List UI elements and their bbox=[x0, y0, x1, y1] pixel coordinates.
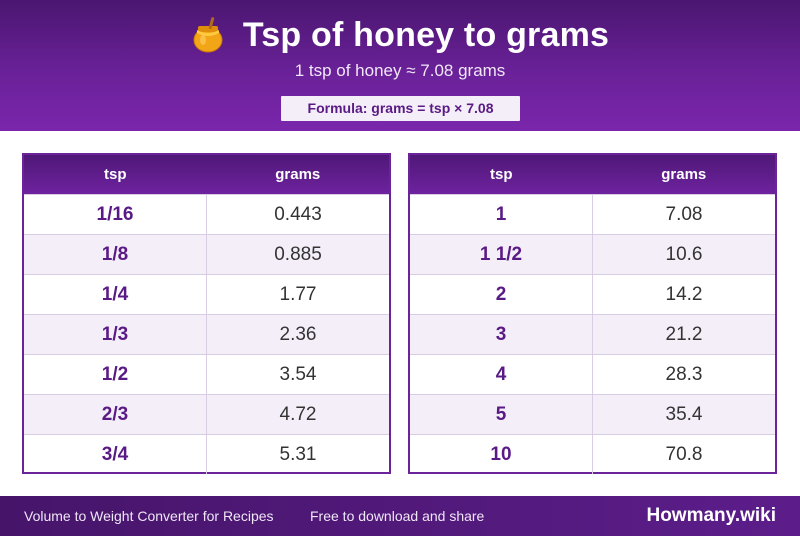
tsp-cell: 3/4 bbox=[24, 435, 207, 474]
table-row: 3 21.2 bbox=[410, 314, 775, 354]
tsp-cell: 4 bbox=[410, 355, 593, 394]
grams-cell: 70.8 bbox=[665, 443, 703, 465]
formula-badge: Formula: grams = tsp × 7.08 bbox=[281, 96, 520, 121]
tsp-cell: 1 1/2 bbox=[410, 235, 593, 274]
grams-cell: 0.885 bbox=[274, 243, 322, 265]
tsp-cell: 1/3 bbox=[24, 315, 207, 354]
table-row: 1 1/2 10.6 bbox=[410, 234, 775, 274]
grams-cell: 28.3 bbox=[665, 363, 703, 385]
table-header: tsp grams bbox=[24, 155, 389, 194]
tsp-cell: 1/2 bbox=[24, 355, 207, 394]
grams-cell: 7.08 bbox=[665, 203, 703, 225]
grams-cell: 14.2 bbox=[665, 283, 703, 305]
grams-cell: 10.6 bbox=[665, 243, 703, 265]
table-row: 10 70.8 bbox=[410, 434, 775, 474]
table-header: tsp grams bbox=[410, 155, 775, 194]
footer-brand-link[interactable]: Howmany.wiki bbox=[646, 505, 776, 526]
tsp-cell: 2/3 bbox=[24, 395, 207, 434]
table-row: 1 7.08 bbox=[410, 194, 775, 234]
table-row: 1/2 3.54 bbox=[24, 354, 389, 394]
tsp-cell: 1 bbox=[410, 195, 593, 234]
column-header-tsp: tsp bbox=[104, 166, 127, 183]
tsp-cell: 1/16 bbox=[24, 195, 207, 234]
column-header-grams: grams bbox=[275, 166, 321, 183]
table-row: 4 28.3 bbox=[410, 354, 775, 394]
title-row: Tsp of honey to grams bbox=[0, 14, 800, 56]
tsp-cell: 2 bbox=[410, 275, 593, 314]
page-title: Tsp of honey to grams bbox=[242, 15, 610, 54]
grams-cell: 5.31 bbox=[279, 443, 317, 465]
tsp-cell: 1/4 bbox=[24, 275, 207, 314]
table-row: 2/3 4.72 bbox=[24, 394, 389, 434]
tsp-cell: 10 bbox=[410, 435, 593, 474]
grams-cell: 1.77 bbox=[279, 283, 317, 305]
grams-cell: 4.72 bbox=[279, 403, 317, 425]
table-row: 1/4 1.77 bbox=[24, 274, 389, 314]
footer-description: Volume to Weight Converter for Recipes bbox=[24, 508, 274, 524]
grams-cell: 0.443 bbox=[274, 203, 322, 225]
grams-cell: 21.2 bbox=[665, 323, 703, 345]
honey-pot-icon bbox=[191, 16, 225, 54]
grams-cell: 2.36 bbox=[279, 323, 317, 345]
column-header-tsp: tsp bbox=[490, 166, 513, 183]
footer: Volume to Weight Converter for Recipes F… bbox=[0, 496, 800, 536]
grams-cell: 35.4 bbox=[665, 403, 703, 425]
table-row: 1/8 0.885 bbox=[24, 234, 389, 274]
header: Tsp of honey to grams 1 tsp of honey ≈ 7… bbox=[0, 0, 800, 131]
table-row: 1/3 2.36 bbox=[24, 314, 389, 354]
tsp-cell: 3 bbox=[410, 315, 593, 354]
table-row: 5 35.4 bbox=[410, 394, 775, 434]
footer-share-note: Free to download and share bbox=[310, 508, 485, 524]
table-row: 1/16 0.443 bbox=[24, 194, 389, 234]
conversion-table-left: tsp grams 1/16 0.443 1/8 0.885 1/4 1.77 … bbox=[22, 153, 391, 474]
table-row: 2 14.2 bbox=[410, 274, 775, 314]
tsp-cell: 1/8 bbox=[24, 235, 207, 274]
tsp-cell: 5 bbox=[410, 395, 593, 434]
table-row: 3/4 5.31 bbox=[24, 434, 389, 474]
grams-cell: 3.54 bbox=[279, 363, 317, 385]
conversion-table-right: tsp grams 1 7.08 1 1/2 10.6 2 14.2 3 21.… bbox=[408, 153, 777, 474]
subtitle: 1 tsp of honey ≈ 7.08 grams bbox=[294, 61, 506, 80]
column-header-grams: grams bbox=[661, 166, 707, 183]
